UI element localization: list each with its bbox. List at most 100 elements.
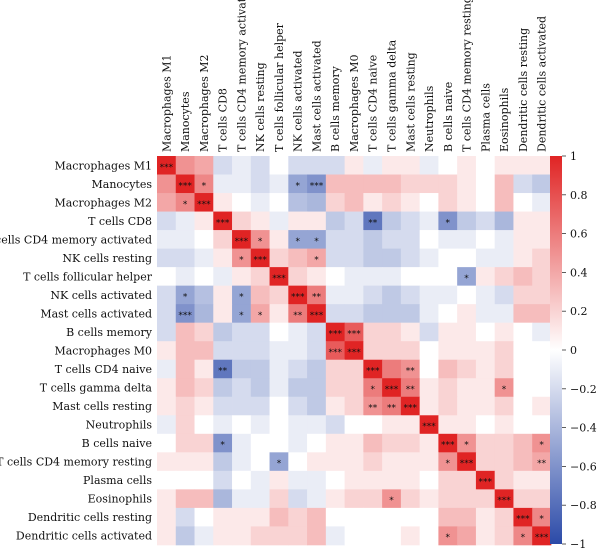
heatmap-cell [307,211,327,231]
heatmap-cell [307,507,327,527]
heatmap-cell [438,452,458,472]
heatmap-cell [363,359,383,379]
row-labels: Macrophages M1 Manocytes Macrophages M2 T c… [0,159,153,542]
heatmap-cell [250,193,270,212]
heatmap-cell [494,267,514,287]
heatmap-cell [250,470,270,490]
heatmap-cell [307,193,327,212]
colorbar-tick-label: 0.6 [570,228,588,241]
heatmap-cell [419,452,439,472]
colorbar-tick-label: −0.6 [570,460,597,473]
heatmap-cell [325,378,345,398]
significance-mark: *** [160,163,174,173]
heatmap-cell [382,359,402,379]
heatmap-cell [438,415,458,435]
heatmap-cell [400,322,421,342]
column-label: T cells CD4 naive [367,55,380,152]
column-label: Macrophages M1 [160,54,173,152]
heatmap-cell [250,211,270,231]
significance-mark: *** [310,311,324,321]
heatmap-cell [194,526,214,546]
heatmap-cell [175,526,195,546]
heatmap-cells [157,156,552,546]
heatmap-cell [494,341,514,361]
heatmap-cell [419,322,439,342]
heatmap-cell [438,193,458,212]
heatmap-cell [213,285,233,305]
heatmap-cell [382,396,402,416]
heatmap-cell [307,396,327,416]
heatmap-cell [513,359,533,379]
heatmap-cell [457,378,477,398]
heatmap-cell [532,230,552,249]
heatmap-cell [157,452,177,472]
heatmap-cell [344,285,364,305]
heatmap-cell [175,174,195,194]
heatmap-cell [157,470,177,490]
significance-mark: *** [366,366,380,376]
heatmap-cell [363,267,383,287]
heatmap-cell [438,156,458,175]
heatmap-cell [213,452,233,472]
column-label: Manocytes [179,91,192,152]
significance-mark: * [314,255,319,265]
heatmap-cell [157,507,177,527]
heatmap-cell [325,267,345,287]
heatmap-cell [232,359,252,379]
heatmap-cell [382,248,402,268]
heatmap-cell [250,267,270,287]
heatmap-cell [250,526,270,546]
heatmap-cell [213,193,233,212]
significance-mark: * [183,292,188,302]
heatmap-cell [288,267,308,287]
row-label: B cells memory [66,326,153,339]
heatmap-cell [438,526,458,546]
heatmap-cell [232,304,252,324]
heatmap-cell [307,174,327,194]
heatmap-cell [232,248,252,268]
heatmap-cell [457,470,477,490]
heatmap-cell [213,156,233,175]
significance-mark: * [446,533,451,543]
heatmap-cell [344,396,364,416]
heatmap-cell [475,341,496,361]
significance-mark: *** [460,459,474,469]
heatmap-cell [419,489,439,509]
heatmap-cell [513,507,533,527]
heatmap-cell [325,156,345,175]
heatmap-cell [419,433,439,453]
heatmap-cell [363,248,383,268]
row-label: T cells CD8 [88,215,152,228]
heatmap-cell [344,193,364,212]
heatmap-cell [363,230,383,249]
heatmap-cell [457,433,477,453]
heatmap-cell [194,248,214,268]
heatmap-cell [175,507,195,527]
column-label: Eosinophils [498,87,511,152]
heatmap-cell [475,156,496,175]
colorbar-ticks: 1 0.8 0.6 0.4 0.2 0 −0.2 −0.4 −0.6 −0.8 −1 [562,150,597,551]
heatmap-cell [325,470,345,490]
heatmap-cell [382,489,402,509]
significance-mark: * [446,218,451,228]
heatmap-cell [382,230,402,249]
heatmap-cell [269,248,289,268]
significance-mark: *** [347,329,361,339]
heatmap-cell [194,267,214,287]
significance-mark: * [539,515,544,525]
heatmap-cell [494,507,514,527]
heatmap-cell [175,489,195,509]
heatmap-cell [494,230,514,249]
heatmap-cell [494,359,514,379]
heatmap-cell [400,156,421,175]
heatmap-cell [344,156,364,175]
heatmap-cell [438,248,458,268]
heatmap-cell [532,489,552,509]
heatmap-cell [363,304,383,324]
heatmap-cell [344,359,364,379]
heatmap-cell [513,452,533,472]
row-label: Mast cells resting [52,400,152,413]
heatmap-cell [325,230,345,249]
heatmap-cell [175,359,195,379]
